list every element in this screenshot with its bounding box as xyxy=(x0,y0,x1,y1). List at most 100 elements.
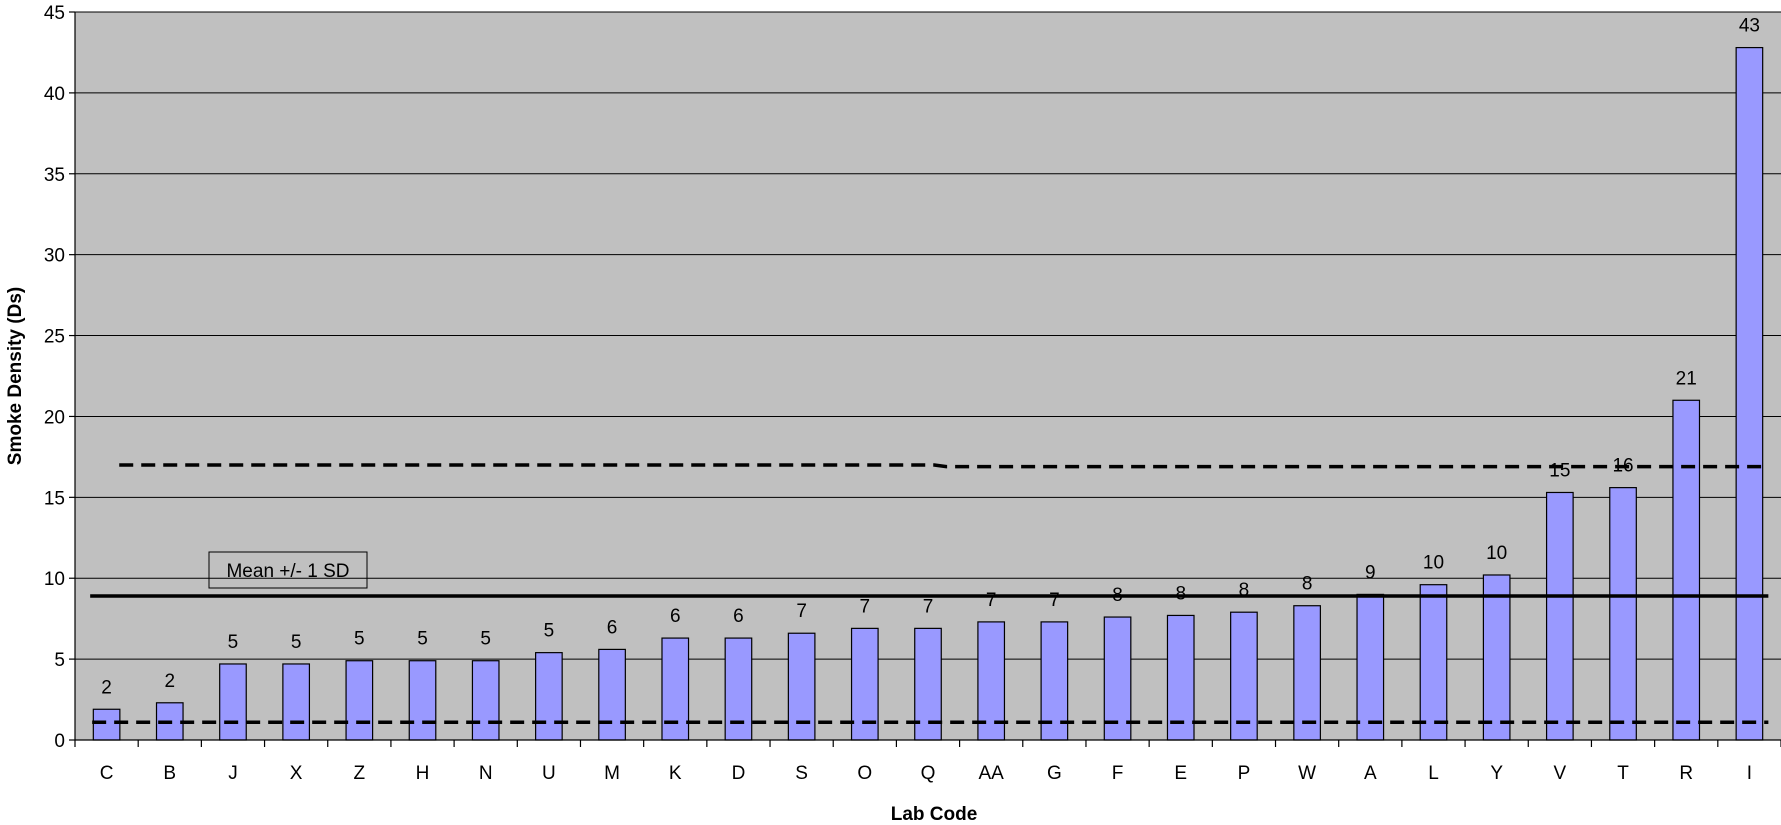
upper-sd-line xyxy=(119,463,1769,469)
data-label-Z: 5 xyxy=(354,629,365,650)
bar-I xyxy=(1735,46,1764,741)
x-tick-label-K: K xyxy=(669,763,682,784)
bar-X xyxy=(282,663,311,741)
x-tick-label-P: P xyxy=(1238,763,1251,784)
bars xyxy=(92,46,1764,741)
y-tick-label: 20 xyxy=(44,407,65,428)
bar-V xyxy=(1545,491,1574,741)
x-tick-label-D: D xyxy=(732,763,746,784)
x-tick-label-Q: Q xyxy=(921,763,936,784)
data-labels: 2 2 5 5 5 5 5 5 6 6 6 7 7 7 7 7 8 8 8 8 9 10 10 15 16 21 43 xyxy=(101,16,1760,699)
x-tick-label-J: J xyxy=(228,763,238,784)
y-tick-label: 5 xyxy=(54,650,65,671)
x-tick-label-S: S xyxy=(795,763,808,784)
data-label-H: 5 xyxy=(417,629,428,650)
x-tick-label-A: A xyxy=(1364,763,1377,784)
x-axis-title: Lab Code xyxy=(891,804,978,825)
bar-M xyxy=(598,648,626,741)
bar-D xyxy=(724,637,753,741)
x-tick-label-H: H xyxy=(416,763,430,784)
bar-K xyxy=(661,637,690,741)
x-tick-label-T: T xyxy=(1617,763,1629,784)
y-tick-label: 45 xyxy=(44,3,65,24)
data-label-J: 5 xyxy=(228,632,239,653)
x-tick-label-Z: Z xyxy=(354,763,366,784)
bar-W xyxy=(1293,605,1321,741)
bar-Y xyxy=(1482,574,1511,741)
data-label-X: 5 xyxy=(291,632,302,653)
bar-R xyxy=(1672,399,1701,741)
x-tick-label-Y: Y xyxy=(1490,763,1503,784)
gridlines xyxy=(75,11,1781,660)
data-label-G: 7 xyxy=(1049,590,1060,611)
bar-Z xyxy=(345,660,374,741)
data-label-E: 8 xyxy=(1175,583,1186,604)
data-label-P: 8 xyxy=(1239,580,1250,601)
x-tick-label-W: W xyxy=(1298,763,1316,784)
data-label-Y: 10 xyxy=(1486,543,1507,564)
y-tick-label: 10 xyxy=(44,569,65,590)
x-tick-label-B: B xyxy=(163,763,176,784)
data-label-S: 7 xyxy=(796,601,807,622)
x-tick-label-G: G xyxy=(1047,763,1062,784)
y-tick-label: 25 xyxy=(44,327,65,348)
x-tick-label-C: C xyxy=(100,763,114,784)
data-label-W: 8 xyxy=(1302,574,1313,595)
bar-L xyxy=(1419,584,1448,741)
data-label-A: 9 xyxy=(1365,562,1376,583)
x-tick-label-R: R xyxy=(1679,763,1693,784)
data-label-B: 2 xyxy=(164,671,175,692)
data-label-F: 8 xyxy=(1112,585,1123,606)
x-tick-label-AA: AA xyxy=(979,763,1005,784)
bar-A xyxy=(1356,593,1385,741)
x-tick-label-L: L xyxy=(1428,763,1439,784)
annotation-box xyxy=(208,551,368,589)
bar-N xyxy=(471,660,500,741)
data-label-L: 10 xyxy=(1423,553,1444,574)
bar-U xyxy=(535,652,563,741)
x-tick-label-U: U xyxy=(542,763,556,784)
data-label-AA: 7 xyxy=(986,590,997,611)
data-label-O: 7 xyxy=(860,596,871,617)
data-label-D: 6 xyxy=(733,606,744,627)
y-tick-label: 35 xyxy=(44,165,65,186)
y-tick-labels: 0 5 10 15 20 25 30 35 40 45 xyxy=(44,3,65,752)
legend-annotation: Mean +/- 1 SD xyxy=(208,551,368,589)
x-tick-label-F: F xyxy=(1112,763,1124,784)
reference-lines xyxy=(90,463,1769,724)
x-tick-label-V: V xyxy=(1554,763,1567,784)
bar-P xyxy=(1230,611,1258,741)
bar-T xyxy=(1609,487,1637,741)
data-label-V: 15 xyxy=(1549,460,1570,481)
bar-H xyxy=(408,660,437,741)
data-label-N: 5 xyxy=(480,629,491,650)
bar-E xyxy=(1166,614,1195,741)
x-tick-label-I: I xyxy=(1747,763,1752,784)
x-tick-label-X: X xyxy=(290,763,303,784)
data-label-T: 16 xyxy=(1612,456,1633,477)
annotation-text: Mean +/- 1 SD xyxy=(226,561,349,582)
x-tick-labels: C B J X Z H N U M K D S O Q AA G F E P W A L Y V T R I xyxy=(100,763,1752,784)
data-label-K: 6 xyxy=(670,606,681,627)
x-tick-label-E: E xyxy=(1174,763,1187,784)
axes xyxy=(69,11,1781,747)
y-tick-label: 0 xyxy=(54,731,65,752)
x-tick-label-M: M xyxy=(604,763,620,784)
bar-C xyxy=(92,708,121,741)
bar-S xyxy=(787,632,816,741)
x-tick-label-N: N xyxy=(479,763,493,784)
data-label-M: 6 xyxy=(607,617,618,638)
y-tick-label: 40 xyxy=(44,84,65,105)
data-label-C: 2 xyxy=(101,677,112,698)
data-label-U: 5 xyxy=(544,621,555,642)
x-tick-label-O: O xyxy=(857,763,872,784)
y-tick-label: 30 xyxy=(44,246,65,267)
y-tick-label: 15 xyxy=(44,488,65,509)
data-label-Q: 7 xyxy=(923,596,934,617)
data-label-R: 21 xyxy=(1676,368,1697,389)
y-axis-title: Smoke Density (Ds) xyxy=(5,287,26,465)
bar-J xyxy=(219,663,247,741)
bar-F xyxy=(1103,616,1132,741)
data-label-I: 43 xyxy=(1739,16,1760,37)
